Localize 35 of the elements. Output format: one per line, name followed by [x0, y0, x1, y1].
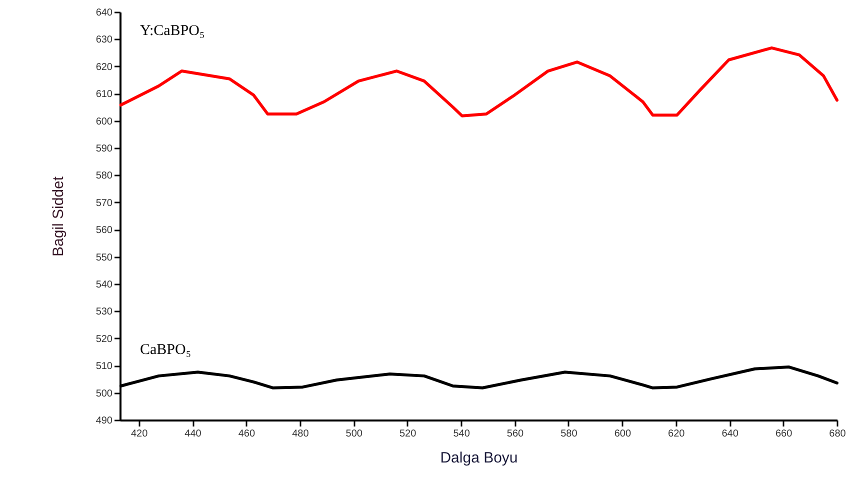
x-tick-label: 420 [130, 428, 148, 440]
y-tick-label: 540 [96, 280, 113, 290]
y-tick-label: 590 [96, 144, 113, 154]
y-tick-label: 510 [96, 361, 113, 372]
y-tick-label: 550 [96, 252, 113, 264]
x-tick-label: 440 [184, 428, 202, 440]
y-tick-label: 630 [96, 34, 113, 46]
x-axis-title: Dalga Boyu [440, 450, 518, 466]
x-tick-label: 460 [238, 428, 256, 440]
line-series [119, 46, 838, 118]
x-tick-label: 480 [292, 428, 310, 440]
x-tick-label: 580 [560, 428, 578, 440]
y-tick-label: 580 [96, 170, 113, 182]
x-tick-label: 540 [453, 428, 470, 440]
y-tick-label: 500 [96, 388, 113, 400]
y-tick-label: 520 [96, 334, 113, 345]
x-tick-label: 600 [614, 428, 632, 440]
x-tick-label: 520 [399, 428, 417, 440]
x-tick-label: 500 [346, 428, 363, 440]
y-tick-label: 600 [96, 116, 113, 128]
text: Y:CaBPO₅ [140, 22, 205, 39]
y-tick-label: 490 [96, 416, 113, 426]
x-tick-label: 640 [722, 428, 739, 440]
y-tick-label: 640 [96, 8, 113, 18]
series-label: CaBPO₅ [140, 342, 192, 358]
y-axis-title: Bagil Siddet [50, 176, 67, 257]
x-tick-label: 560 [506, 428, 524, 440]
x-tick-label: 660 [775, 428, 793, 440]
x-tick-label: 620 [668, 428, 686, 440]
y-tick-label: 570 [96, 198, 113, 209]
y-tick-label: 530 [96, 306, 113, 318]
x-tick-label: 680 [829, 428, 846, 440]
y-tick-label: 610 [96, 89, 113, 100]
y-tick-label: 620 [96, 62, 113, 73]
y-tick-label: 560 [96, 225, 113, 236]
